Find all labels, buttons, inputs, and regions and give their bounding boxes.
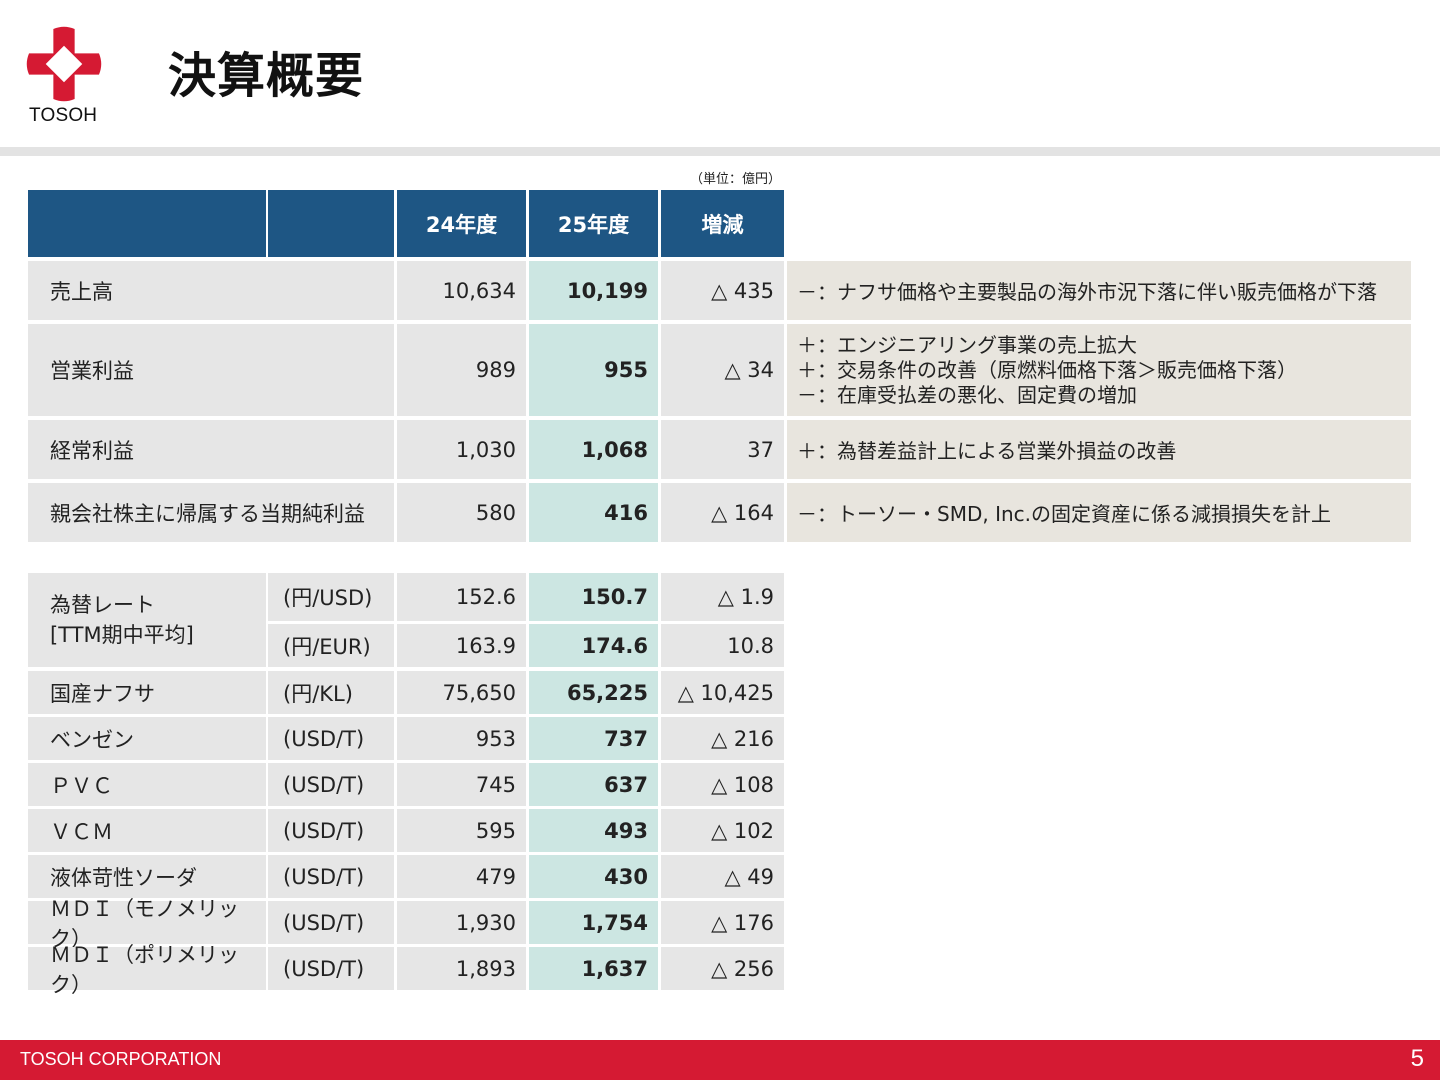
unit-mdi-monomeric: (USD/T) — [268, 901, 394, 944]
mdi-monomeric-fy25: 1,754 — [529, 901, 658, 944]
header-blank-cell — [268, 190, 394, 257]
row-label-pvc: ＰＶＣ — [28, 763, 266, 806]
net-income-fy25: 416 — [529, 483, 658, 542]
net-income-note: －：トーソー・SMD, Inc.の固定資産に係る減損損失を計上 — [787, 483, 1411, 542]
usd-change: △ 1.9 — [661, 573, 784, 621]
operating-income-fy25: 955 — [529, 324, 658, 416]
unit-mdi-polymeric: (USD/T) — [268, 947, 394, 990]
row-label-benzene: ベンゼン — [28, 717, 266, 760]
sales-fy24: 10,634 — [397, 261, 526, 320]
usd-fy24: 152.6 — [397, 573, 526, 621]
naphtha-fy25: 65,225 — [529, 671, 658, 714]
naphtha-fy24: 75,650 — [397, 671, 526, 714]
operating-income-notes: ＋：エンジニアリング事業の売上拡大 ＋：交易条件の改善（原燃料価格下落＞販売価格… — [787, 324, 1411, 416]
row-label-vcm: ＶＣＭ — [28, 809, 266, 852]
unit-eur: (円/EUR) — [268, 624, 394, 667]
company-logo: TOSOH — [26, 26, 104, 126]
column-header-fy25: 25年度 — [529, 190, 658, 257]
ordinary-income-note: ＋：為替差益計上による営業外損益の改善 — [787, 420, 1411, 479]
page-title: 決算概要 — [168, 48, 365, 104]
unit-note: （単位：億円） — [690, 172, 782, 187]
sales-note: －：ナフサ価格や主要製品の海外市況下落に伴い販売価格が下落 — [787, 261, 1411, 320]
caustic-soda-change: △ 49 — [661, 855, 784, 898]
tosoh-logo-icon — [26, 26, 102, 102]
mdi-polymeric-fy25: 1,637 — [529, 947, 658, 990]
unit-pvc: (USD/T) — [268, 763, 394, 806]
row-label-operating-income: 営業利益 — [28, 324, 394, 416]
footer-company-name: TOSOH CORPORATION — [20, 1049, 222, 1069]
eur-fy25: 174.6 — [529, 624, 658, 667]
sales-change: △ 435 — [661, 261, 784, 320]
pvc-change: △ 108 — [661, 763, 784, 806]
unit-naphtha: (円/KL) — [268, 671, 394, 714]
unit-benzene: (USD/T) — [268, 717, 394, 760]
fx-rate-label: 為替レート [TTM期中平均] — [28, 573, 266, 667]
footer-bar: TOSOH CORPORATION 5 — [0, 1040, 1440, 1080]
caustic-soda-fy24: 479 — [397, 855, 526, 898]
mdi-polymeric-change: △ 256 — [661, 947, 784, 990]
row-label-sales: 売上高 — [28, 261, 394, 320]
vcm-fy24: 595 — [397, 809, 526, 852]
ordinary-income-fy24: 1,030 — [397, 420, 526, 479]
row-label-net-income: 親会社株主に帰属する当期純利益 — [28, 483, 394, 542]
fx-rate-label-line: 為替レート — [50, 593, 155, 617]
sales-fy25: 10,199 — [529, 261, 658, 320]
column-header-fy24: 24年度 — [397, 190, 526, 257]
ordinary-income-fy25: 1,068 — [529, 420, 658, 479]
row-label-caustic-soda: 液体苛性ソーダ — [28, 855, 266, 898]
benzene-fy25: 737 — [529, 717, 658, 760]
unit-caustic-soda: (USD/T) — [268, 855, 394, 898]
title-divider — [0, 147, 1440, 156]
logo-text: TOSOH — [29, 105, 98, 126]
benzene-change: △ 216 — [661, 717, 784, 760]
operating-income-note-line: ＋：エンジニアリング事業の売上拡大 — [797, 332, 1137, 357]
net-income-change: △ 164 — [661, 483, 784, 542]
mdi-polymeric-fy24: 1,893 — [397, 947, 526, 990]
column-header-change: 増減 — [661, 190, 784, 257]
operating-income-change: △ 34 — [661, 324, 784, 416]
unit-usd: (円/USD) — [268, 573, 394, 621]
pvc-fy24: 745 — [397, 763, 526, 806]
eur-change: 10.8 — [661, 624, 784, 667]
pvc-fy25: 637 — [529, 763, 658, 806]
benzene-fy24: 953 — [397, 717, 526, 760]
operating-income-fy24: 989 — [397, 324, 526, 416]
row-label-ordinary-income: 経常利益 — [28, 420, 394, 479]
naphtha-change: △ 10,425 — [661, 671, 784, 714]
row-label-naphtha: 国産ナフサ — [28, 671, 266, 714]
mdi-monomeric-change: △ 176 — [661, 901, 784, 944]
usd-fy25: 150.7 — [529, 573, 658, 621]
eur-fy24: 163.9 — [397, 624, 526, 667]
header-blank-cell — [28, 190, 266, 257]
ordinary-income-change: 37 — [661, 420, 784, 479]
operating-income-note-line: －：在庫受払差の悪化、固定費の増加 — [797, 382, 1137, 407]
page-number: 5 — [1410, 1045, 1424, 1072]
caustic-soda-fy25: 430 — [529, 855, 658, 898]
net-income-fy24: 580 — [397, 483, 526, 542]
row-label-mdi-polymeric: ＭＤＩ（ポリメリック） — [28, 943, 266, 997]
vcm-change: △ 102 — [661, 809, 784, 852]
fx-rate-label-line: [TTM期中平均] — [50, 623, 194, 647]
operating-income-note-line: ＋：交易条件の改善（原燃料価格下落＞販売価格下落） — [797, 357, 1297, 382]
unit-vcm: (USD/T) — [268, 809, 394, 852]
vcm-fy25: 493 — [529, 809, 658, 852]
mdi-monomeric-fy24: 1,930 — [397, 901, 526, 944]
